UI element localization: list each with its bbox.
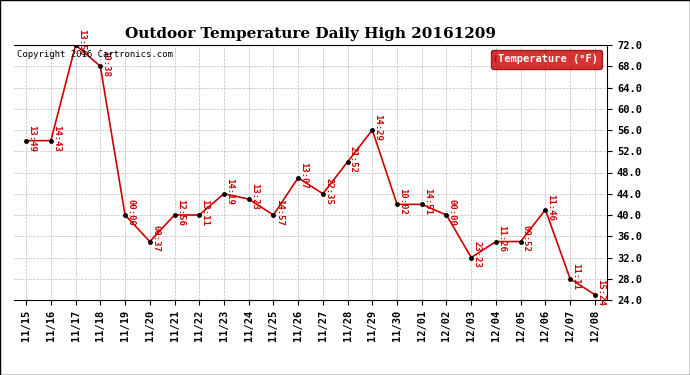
Text: 13:11: 13:11 [201, 199, 210, 226]
Text: 14:29: 14:29 [373, 114, 382, 141]
Text: 10:02: 10:02 [398, 188, 407, 215]
Text: 13:23: 13:23 [250, 183, 259, 210]
Text: 13:50: 13:50 [77, 29, 86, 56]
Text: 14:51: 14:51 [423, 188, 432, 215]
Text: 00:00: 00:00 [448, 199, 457, 226]
Text: 21:52: 21:52 [349, 146, 358, 172]
Text: 00:00: 00:00 [126, 199, 135, 226]
Text: 13:49: 13:49 [28, 124, 37, 152]
Text: 11:46: 11:46 [546, 194, 555, 220]
Text: 12:56: 12:56 [176, 199, 185, 226]
Title: Outdoor Temperature Daily High 20161209: Outdoor Temperature Daily High 20161209 [125, 27, 496, 41]
Text: 13:07: 13:07 [299, 162, 308, 189]
Text: 10:38: 10:38 [101, 50, 110, 77]
Text: 14:43: 14:43 [52, 124, 61, 152]
Text: 23:23: 23:23 [473, 242, 482, 268]
Text: 11:11: 11:11 [571, 262, 580, 290]
Text: 14:57: 14:57 [275, 199, 284, 226]
Legend: Temperature (°F): Temperature (°F) [491, 50, 602, 69]
Text: 14:19: 14:19 [225, 178, 234, 204]
Text: 15:24: 15:24 [596, 279, 605, 306]
Text: 22:35: 22:35 [324, 178, 333, 204]
Text: Copyright 2016 Cartronics.com: Copyright 2016 Cartronics.com [17, 50, 172, 59]
Text: 11:26: 11:26 [497, 225, 506, 252]
Text: 00:37: 00:37 [151, 225, 160, 252]
Text: 09:52: 09:52 [522, 225, 531, 252]
